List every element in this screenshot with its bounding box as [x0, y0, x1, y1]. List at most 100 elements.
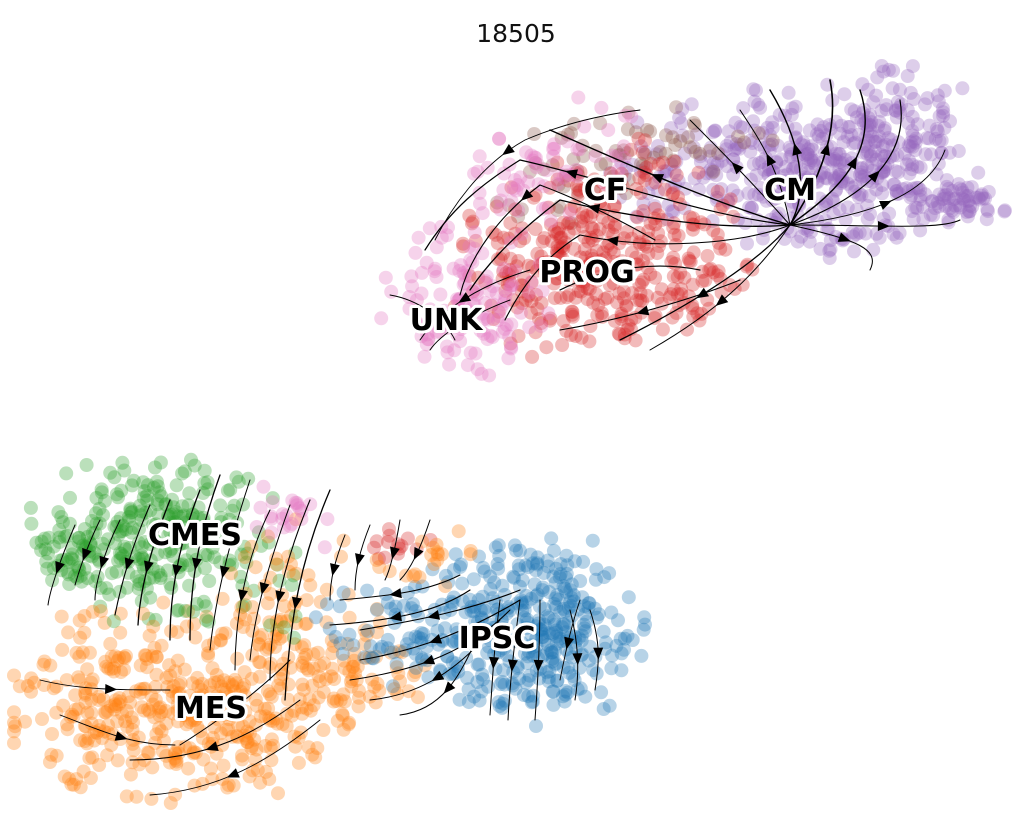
point-cm — [872, 114, 887, 129]
point-ipsc — [495, 578, 510, 593]
point-cm — [869, 226, 884, 241]
streamline — [789, 224, 873, 271]
point-cmes — [102, 587, 117, 602]
point-cm — [864, 115, 879, 130]
point-ipsc — [562, 646, 577, 661]
point-unk — [550, 176, 565, 191]
point-cm — [865, 129, 880, 144]
point-unk — [384, 284, 399, 299]
point-ipsc — [525, 629, 539, 644]
point-cm — [862, 189, 877, 203]
point-mes — [298, 617, 313, 632]
streamline-arrow — [82, 547, 92, 561]
point-ipsc — [625, 633, 640, 647]
streamline — [189, 474, 221, 641]
point-mes — [207, 675, 222, 690]
point-cm — [815, 131, 830, 146]
point-mes — [104, 738, 119, 752]
point-mes — [312, 674, 327, 689]
point-mes — [73, 630, 88, 645]
point-ipsc — [474, 684, 489, 699]
point-mes — [204, 685, 219, 700]
point-mes — [35, 712, 49, 726]
point-ipsc — [475, 667, 490, 682]
point-mes — [168, 664, 183, 679]
point-mes — [291, 755, 306, 770]
point-prog — [568, 290, 583, 305]
point-mes — [173, 706, 188, 720]
point-cm — [939, 173, 954, 188]
point-mes — [73, 733, 88, 748]
point-mes — [253, 775, 268, 790]
point-cm — [918, 147, 933, 162]
point-cm — [669, 154, 684, 169]
point-mes — [142, 704, 157, 719]
point-mes — [299, 616, 314, 631]
cluster-label-mes: MES — [175, 691, 247, 726]
point-prog — [745, 262, 760, 277]
point-cm — [844, 102, 859, 117]
point-cf — [646, 150, 661, 165]
point-ipsc — [369, 602, 384, 617]
point-ipsc — [509, 634, 524, 649]
point-mes — [344, 679, 359, 694]
point-cm — [726, 152, 741, 167]
point-unk — [502, 329, 517, 344]
point-cm — [930, 124, 945, 139]
point-mes — [7, 724, 21, 739]
point-mes — [333, 693, 348, 708]
point-ipsc — [565, 608, 580, 623]
point-cm — [854, 169, 869, 184]
point-cm — [776, 168, 791, 183]
point-mes — [222, 689, 237, 704]
point-cmes — [191, 510, 206, 525]
point-cf — [668, 138, 683, 152]
point-cmes — [104, 566, 119, 581]
point-cm — [664, 157, 679, 172]
point-mes — [287, 729, 302, 744]
point-mes — [221, 722, 236, 737]
point-cm — [743, 172, 758, 187]
point-mes — [294, 640, 309, 655]
point-prog — [528, 325, 543, 340]
point-cm — [824, 166, 839, 181]
point-unk — [502, 157, 517, 172]
point-prog — [575, 206, 590, 221]
point-ipsc — [609, 638, 624, 653]
point-mes — [152, 708, 167, 723]
point-cmes — [122, 540, 137, 555]
point-ipsc — [474, 610, 489, 625]
point-prog — [525, 349, 540, 364]
point-prog — [550, 172, 565, 187]
point-cm — [910, 159, 925, 174]
point-cm — [693, 149, 708, 164]
point-mes — [154, 705, 169, 719]
point-mes — [97, 705, 112, 720]
point-mes — [275, 717, 290, 732]
point-prog — [630, 210, 645, 225]
point-mes — [237, 678, 252, 693]
point-cm — [730, 188, 745, 203]
point-ipsc — [462, 592, 477, 607]
point-mes — [240, 724, 255, 739]
point-ipsc — [524, 638, 539, 653]
point-mes — [170, 653, 185, 668]
streamline-arrow — [696, 287, 710, 299]
point-cf — [711, 146, 725, 161]
point-mes — [336, 687, 351, 702]
point-unk — [405, 279, 420, 294]
point-ipsc — [548, 591, 563, 606]
point-cm — [794, 229, 809, 244]
point-ipsc — [449, 622, 464, 637]
point-mes — [168, 787, 183, 802]
point-ipsc — [472, 693, 487, 708]
point-mes — [210, 701, 225, 716]
point-prog — [537, 264, 552, 279]
point-mes — [268, 629, 282, 644]
point-cm — [791, 176, 806, 191]
point-cm — [629, 209, 644, 224]
point-mes — [84, 706, 99, 720]
streamline-arrow — [606, 236, 619, 247]
point-unk — [544, 214, 558, 229]
